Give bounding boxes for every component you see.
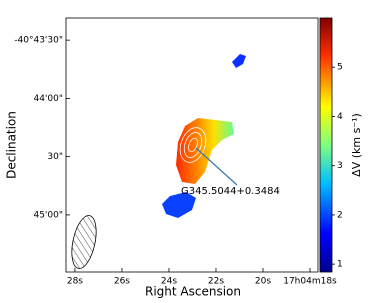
y-tick-label: 45'00": [33, 210, 63, 220]
y-tick-label: 44'00": [33, 94, 63, 104]
annotation: G345.5044+0.3484: [181, 186, 280, 197]
x-tick-label: 22s: [208, 277, 224, 287]
y-axis-label: Declination: [5, 111, 19, 179]
y-tick-label: -40°43'30": [14, 36, 63, 46]
y-tick-label: 30": [47, 152, 63, 162]
colorbar-tick-label: 4: [337, 112, 343, 122]
x-tick-label: 20s: [255, 277, 271, 287]
annotation-arrow: [195, 147, 238, 186]
colorbar-tick-label: 5: [337, 63, 343, 73]
contours: [179, 127, 207, 163]
x-axis-label: Right Ascension: [145, 285, 241, 299]
colorbar-tick-label: 3: [337, 161, 343, 171]
colorbar-tick-label: 1: [337, 260, 343, 270]
colorbar-tick-label: 2: [337, 210, 343, 220]
beam: [71, 215, 97, 269]
x-tick-label: 26s: [114, 277, 130, 287]
colorbar: [319, 17, 333, 273]
x-tick-label: 17h04m18s: [283, 277, 337, 287]
emission-blob: [232, 54, 246, 68]
x-tick-label: 24s: [161, 277, 177, 287]
colorbar-label: ΔV (km s⁻¹): [350, 113, 363, 177]
x-tick-label: 28s: [67, 277, 83, 287]
emission-blob: [162, 192, 196, 218]
